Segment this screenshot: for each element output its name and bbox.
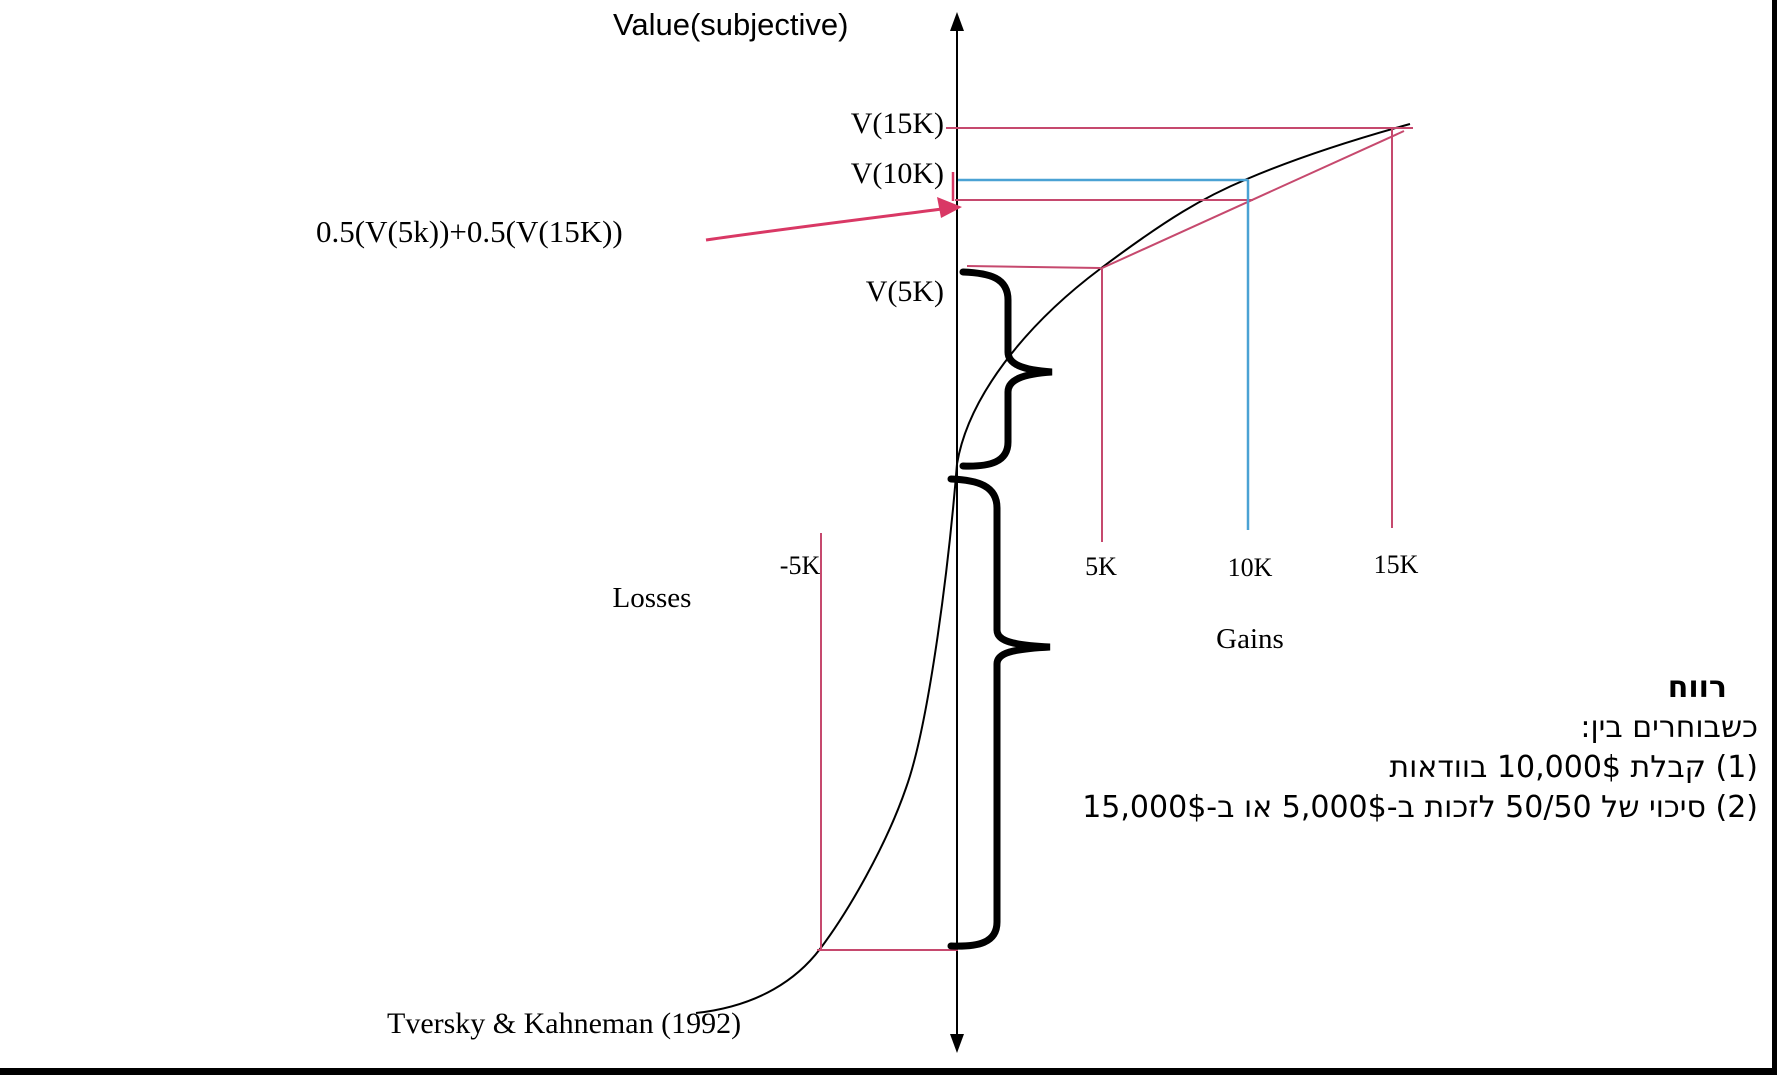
axis-title: Value(subjective) <box>613 7 849 42</box>
gamble-chord-line <box>1099 130 1405 270</box>
losses-label: Losses <box>612 582 692 614</box>
axis-arrow-down-icon <box>950 1034 964 1053</box>
tick-label-5k: 5K <box>1085 552 1117 581</box>
expected-value-label: 0.5(V(5k))+0.5(V(15K)) <box>316 214 623 249</box>
hebrew-note-line3: (2) סיכוי של 50/50 לזכות ב-5,000$ או ב-1… <box>1082 790 1758 825</box>
hebrew-note-heading: רווח <box>1667 670 1727 705</box>
gains-brace <box>959 268 1053 470</box>
v5k-label: V(5K) <box>865 275 944 308</box>
v10k-label: V(10K) <box>850 157 944 190</box>
expected-value-arrowhead-icon <box>937 197 962 218</box>
hebrew-note-line2: (1) קבלת 10,000$ בוודאות <box>1389 750 1758 785</box>
citation: Tversky & Kahneman (1992) <box>387 1007 742 1040</box>
gains-label: Gains <box>1216 623 1284 655</box>
v15k-label: V(15K) <box>850 107 944 140</box>
hebrew-note-line1: כשבוחרים בין: <box>1580 710 1758 745</box>
tick-label-15k: 15K <box>1373 550 1419 579</box>
axis-arrow-up-icon <box>950 12 964 31</box>
losses-brace <box>947 475 1051 950</box>
slide-border-bottom <box>0 1068 1777 1075</box>
tick-label-neg5k: -5K <box>779 551 821 580</box>
expected-value-arrow-shaft <box>705 207 943 242</box>
hebrew-note-block: רווח כשבוחרים בין: (1) קבלת 10,000$ בווד… <box>918 668 1758 828</box>
v5k-level-line <box>966 265 1101 269</box>
tick-label-10k: 10K <box>1227 553 1273 582</box>
slide-border-right <box>1772 0 1777 1075</box>
